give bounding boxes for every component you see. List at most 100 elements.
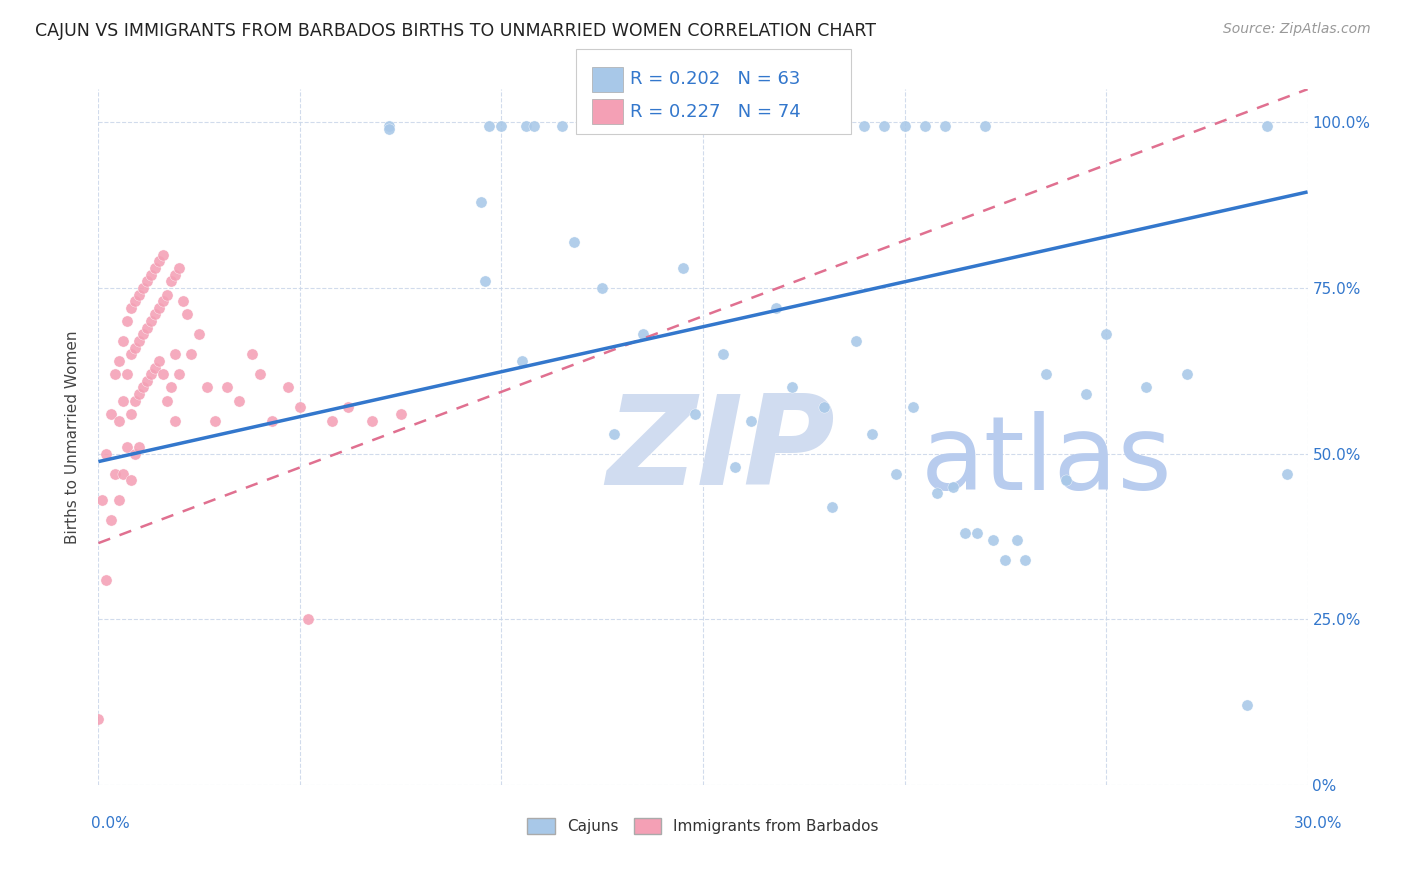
Point — [111, 334, 134, 348]
Text: 30.0%: 30.0% — [1295, 816, 1343, 831]
Point — [981, 533, 1004, 547]
Point — [103, 467, 125, 481]
Y-axis label: Births to Unmarried Women: Births to Unmarried Women — [65, 330, 80, 544]
Point — [853, 119, 876, 133]
Point — [934, 119, 956, 133]
Point — [612, 119, 634, 133]
Point — [692, 119, 714, 133]
Point — [974, 119, 997, 133]
Text: 0.0%: 0.0% — [91, 816, 131, 831]
Point — [167, 367, 190, 381]
Point — [631, 327, 654, 342]
Point — [139, 314, 162, 328]
Point — [893, 119, 915, 133]
Point — [1095, 327, 1118, 342]
Point — [107, 354, 129, 368]
Point — [1074, 387, 1097, 401]
Point — [107, 493, 129, 508]
Point — [128, 440, 150, 454]
Point — [132, 281, 155, 295]
Point — [515, 119, 537, 133]
Point — [195, 380, 218, 394]
Point — [510, 354, 533, 368]
Point — [107, 413, 129, 427]
Point — [474, 274, 496, 288]
Point — [491, 119, 513, 133]
Point — [470, 194, 492, 209]
Point — [361, 413, 384, 427]
Point — [724, 459, 747, 474]
Point — [793, 119, 815, 133]
Point — [886, 467, 908, 481]
Point — [148, 354, 170, 368]
Point — [772, 119, 794, 133]
Point — [148, 301, 170, 315]
Point — [733, 119, 755, 133]
Point — [135, 320, 157, 334]
Point — [873, 119, 896, 133]
Point — [551, 119, 574, 133]
Point — [103, 367, 125, 381]
Point — [156, 393, 179, 408]
Point — [128, 387, 150, 401]
Point — [176, 308, 198, 322]
Point — [163, 268, 186, 282]
Point — [523, 119, 546, 133]
Point — [1054, 473, 1077, 487]
Point — [115, 440, 138, 454]
Point — [143, 308, 166, 322]
Point — [780, 380, 803, 394]
Point — [128, 287, 150, 301]
Point — [96, 573, 118, 587]
Point — [942, 480, 965, 494]
Point — [160, 380, 183, 394]
Point — [832, 119, 855, 133]
Point — [562, 235, 585, 249]
Point — [1035, 367, 1057, 381]
Point — [478, 119, 501, 133]
Point — [1135, 380, 1157, 394]
Point — [571, 119, 593, 133]
Point — [337, 401, 360, 415]
Point — [217, 380, 239, 394]
Point — [591, 281, 613, 295]
Point — [128, 334, 150, 348]
Point — [124, 393, 146, 408]
Point — [765, 301, 787, 315]
Point — [966, 526, 988, 541]
Point — [156, 287, 179, 301]
Point — [87, 712, 110, 726]
Point — [135, 374, 157, 388]
Point — [135, 274, 157, 288]
Point — [740, 413, 762, 427]
Point — [143, 261, 166, 276]
Text: CAJUN VS IMMIGRANTS FROM BARBADOS BIRTHS TO UNMARRIED WOMEN CORRELATION CHART: CAJUN VS IMMIGRANTS FROM BARBADOS BIRTHS… — [35, 22, 876, 40]
Text: Source: ZipAtlas.com: Source: ZipAtlas.com — [1223, 22, 1371, 37]
Point — [143, 360, 166, 375]
Text: ZIP: ZIP — [606, 391, 835, 511]
Point — [1014, 552, 1036, 566]
Point — [914, 119, 936, 133]
Point — [124, 341, 146, 355]
Point — [115, 314, 138, 328]
Point — [288, 401, 311, 415]
Point — [132, 380, 155, 394]
Point — [260, 413, 283, 427]
Point — [860, 426, 883, 441]
Point — [100, 513, 122, 527]
Point — [163, 347, 186, 361]
Legend: Cajuns, Immigrants from Barbados: Cajuns, Immigrants from Barbados — [522, 812, 884, 840]
Point — [603, 426, 626, 441]
Point — [204, 413, 226, 427]
Point — [228, 393, 250, 408]
Point — [925, 486, 948, 500]
Point — [120, 407, 142, 421]
Point — [120, 347, 142, 361]
Point — [132, 327, 155, 342]
Point — [124, 447, 146, 461]
Point — [139, 367, 162, 381]
Point — [152, 367, 174, 381]
Text: atlas: atlas — [921, 411, 1173, 512]
Text: R = 0.227   N = 74: R = 0.227 N = 74 — [630, 103, 800, 120]
Point — [389, 407, 412, 421]
